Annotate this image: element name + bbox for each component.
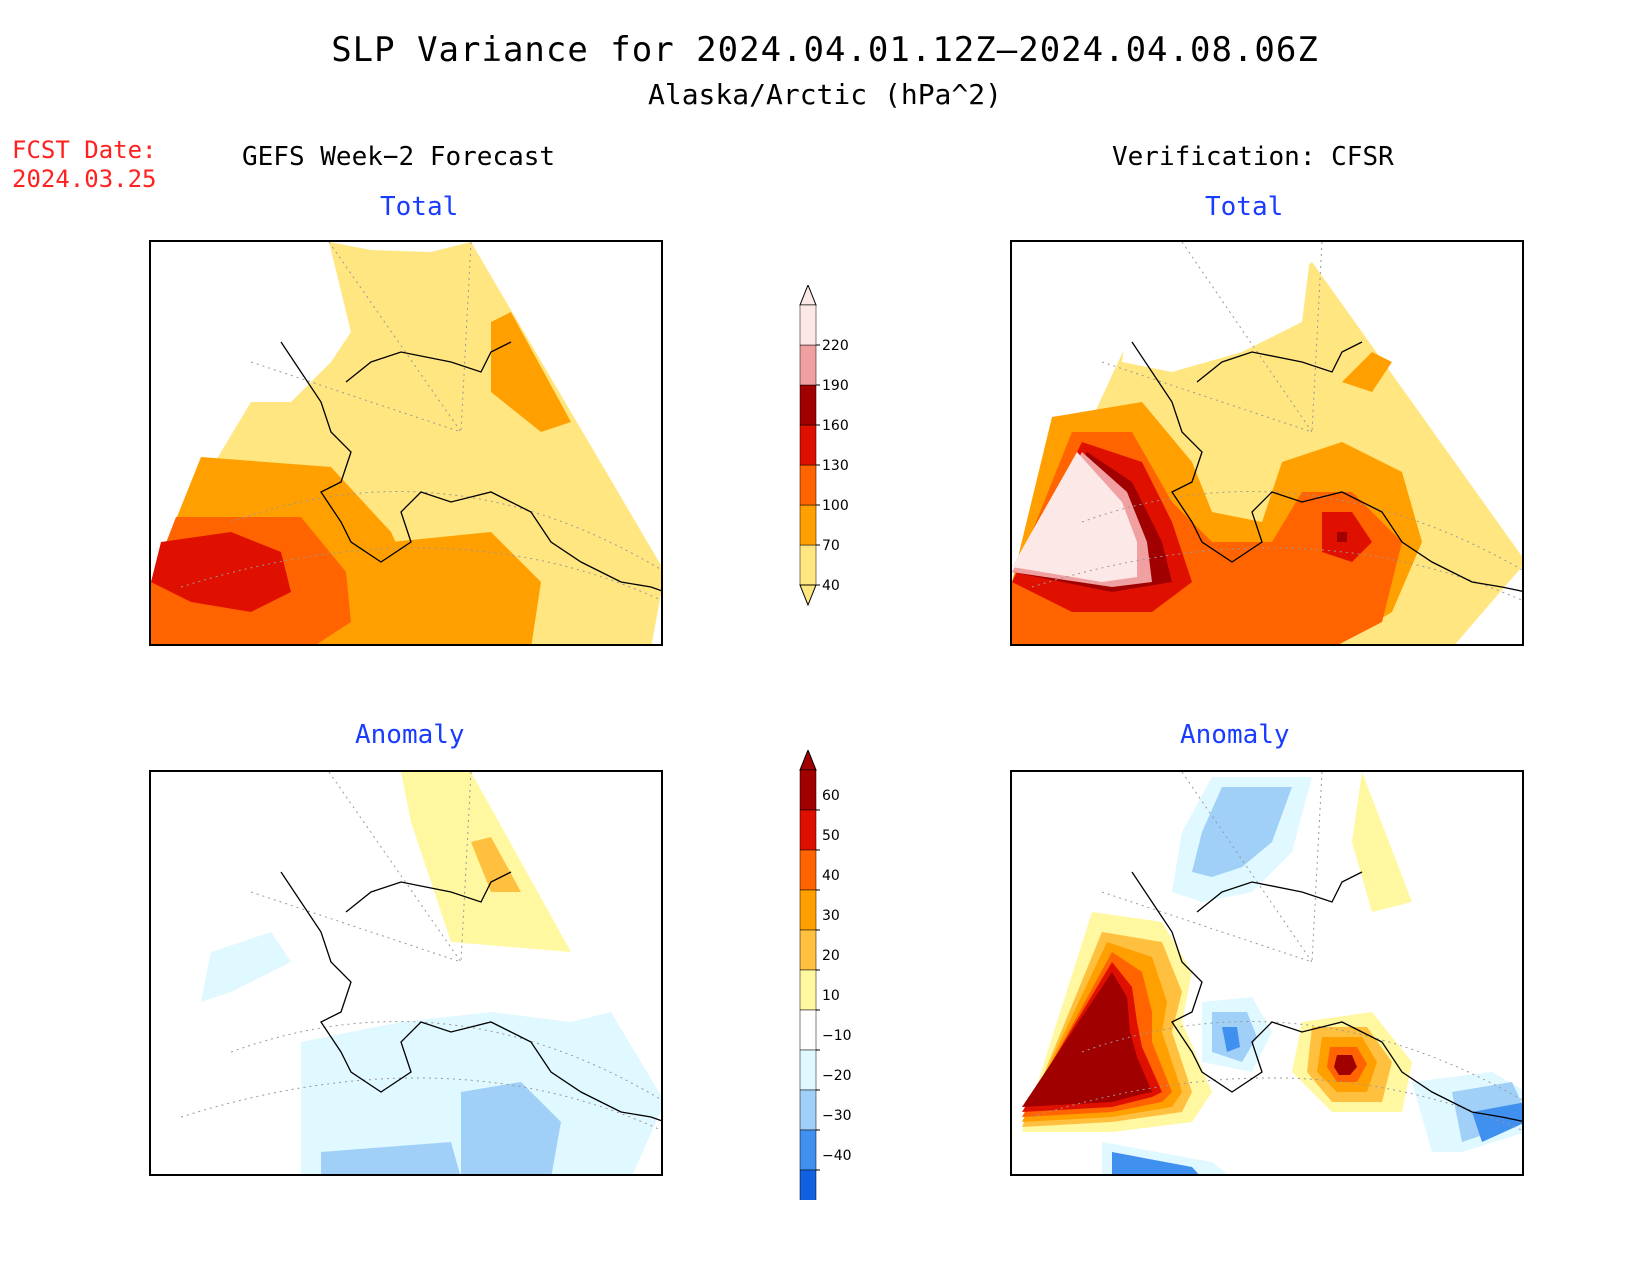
total-colorbar-tick-label: 70 [822, 538, 840, 554]
total-colorbar-tick-label: 100 [822, 498, 849, 514]
panel-title-bottom-right: Anomaly [1180, 720, 1290, 750]
total-colorbar-tick-label: 40 [822, 578, 840, 594]
panel-title-top-left: Total [380, 192, 459, 222]
total-colorbar-segment [799, 544, 817, 586]
anomaly-colorbar-segment [799, 1009, 817, 1051]
cfsr-total-contours [1012, 242, 1522, 644]
anomaly-colorbar-segment [799, 969, 817, 1011]
total-colorbar-tick-label: 160 [822, 418, 849, 434]
anomaly-colorbar-tick-label: −20 [822, 1068, 852, 1084]
panel-title-top-right: Total [1205, 192, 1284, 222]
anomaly-colorbar-segment [799, 849, 817, 891]
total-colorbar-segment [799, 344, 817, 386]
gefs-anomaly-contours [201, 772, 661, 1174]
total-colorbar-segment [799, 304, 817, 346]
anomaly-colorbar-tick-label: 40 [822, 868, 840, 884]
anomaly-colorbar: 60 50 40 30 20 10 −10 −20 −30 −40 [790, 748, 890, 1232]
anomaly-colorbar-segment [799, 769, 817, 811]
anomaly-colorbar-tick-label: −30 [822, 1108, 852, 1124]
cfsr-anomaly-coastline [1131, 871, 1522, 1122]
total-colorbar-segment [799, 504, 817, 546]
anomaly-colorbar-tick-label: 60 [822, 788, 840, 804]
main-subtitle: Alaska/Arctic (hPa^2) [647, 78, 1002, 111]
anomaly-colorbar-top-cap [799, 748, 817, 771]
gefs-total-coastline [280, 341, 661, 592]
fcst-date-value: 2024.03.25 [12, 165, 157, 193]
gefs-total-contours [151, 242, 661, 644]
panel-title-bottom-left: Anomaly [355, 720, 465, 750]
anomaly-colorbar-segment [799, 809, 817, 851]
cfsr-total-coastline [1131, 341, 1522, 592]
total-colorbar-svg: 40 70 100 130 160 190 220 [799, 283, 849, 607]
map-gefs-total [149, 240, 663, 646]
gefs-anomaly-grid [180, 772, 661, 1131]
left-column-title: GEFS Week−2 Forecast [242, 142, 556, 172]
gefs-anomaly-coastline [280, 871, 661, 1122]
total-colorbar-segment [799, 464, 817, 506]
map-cfsr-anomaly [1010, 770, 1524, 1176]
anomaly-colorbar-tick-label: −40 [822, 1148, 852, 1164]
total-colorbar-tick-label: 130 [822, 458, 849, 474]
anomaly-colorbar-tick-label: 50 [822, 828, 840, 844]
fcst-date: FCST Date: 2024.03.25 [12, 136, 157, 194]
total-colorbar: 40 70 100 130 160 190 220 [790, 283, 890, 619]
total-colorbar-segment [799, 384, 817, 426]
anomaly-colorbar-svg: 60 50 40 30 20 10 −10 −20 −30 −40 [799, 748, 852, 1232]
anomaly-colorbar-segment [799, 889, 817, 931]
anomaly-colorbar-segment [799, 1049, 817, 1091]
anomaly-colorbar-segment [799, 1169, 817, 1211]
anomaly-colorbar-segment [799, 1089, 817, 1131]
map-cfsr-total [1010, 240, 1524, 646]
main-title: SLP Variance for 2024.04.01.12Z–2024.04.… [331, 30, 1319, 70]
map-gefs-anomaly [149, 770, 663, 1176]
right-column-title: Verification: CFSR [1112, 142, 1394, 172]
anomaly-colorbar-tick-label: 20 [822, 948, 840, 964]
total-colorbar-bottom-cap [799, 584, 817, 607]
cfsr-anomaly-contours [1022, 772, 1522, 1174]
total-colorbar-tick-label: 220 [822, 338, 849, 354]
anomaly-colorbar-tick-label: −10 [822, 1028, 852, 1044]
total-colorbar-segment [799, 424, 817, 466]
anomaly-colorbar-tick-label: 10 [822, 988, 840, 1004]
anomaly-colorbar-segment [799, 929, 817, 971]
total-colorbar-tick-label: 190 [822, 378, 849, 394]
gefs-total-grid [180, 242, 661, 601]
fcst-date-label: FCST Date: [12, 136, 157, 164]
total-colorbar-top-cap [799, 283, 817, 306]
anomaly-colorbar-segment [799, 1129, 817, 1171]
anomaly-colorbar-tick-label: 30 [822, 908, 840, 924]
